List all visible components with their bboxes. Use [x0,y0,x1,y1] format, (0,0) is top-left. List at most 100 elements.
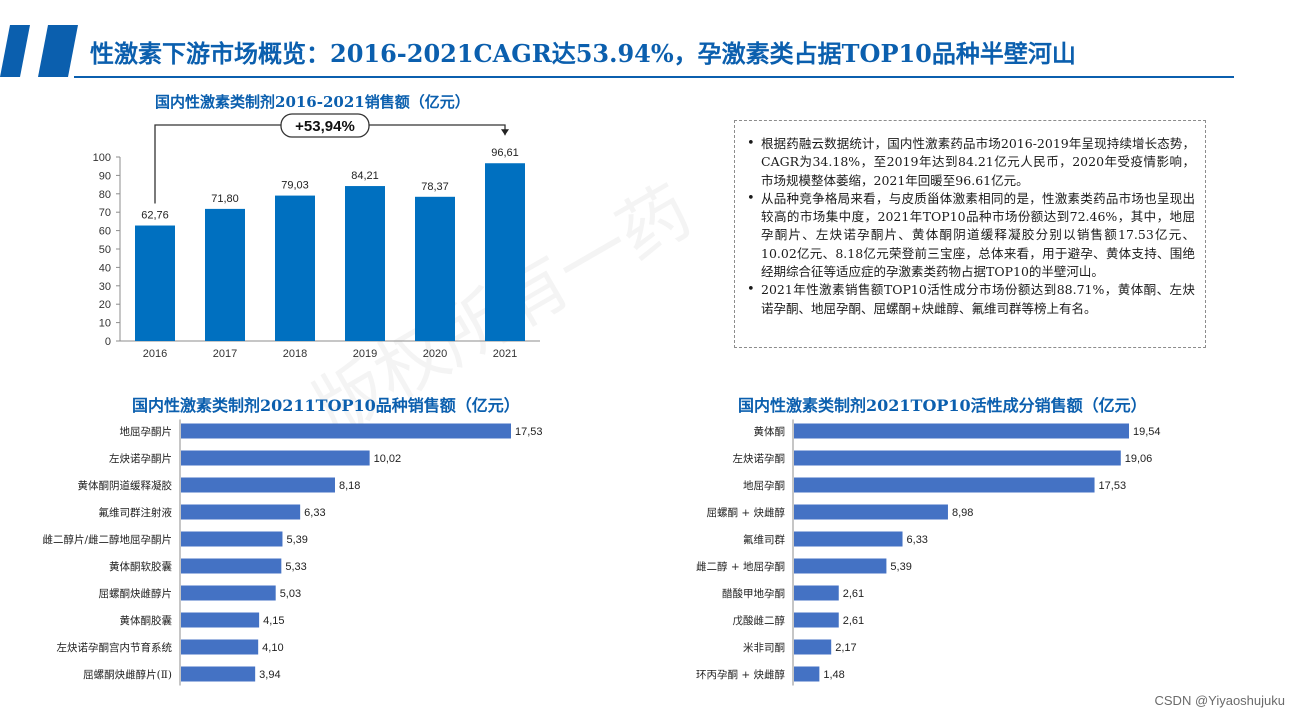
bar [794,666,820,682]
category-label: 环丙孕酮 + 炔雌醇 [696,668,785,681]
bar [181,612,260,628]
y-tick-label: 30 [99,281,111,293]
x-tick-label: 2021 [493,348,517,360]
bar-value-label: 96,61 [491,147,519,159]
notes-list: 根据药融云数据统计，国内性激素药品市场2016-2019年呈现持续增长态势，CA… [735,121,1205,318]
bar [181,531,283,547]
bar [275,195,315,341]
bar [794,639,832,655]
bar-value-label: 84,21 [351,170,379,182]
bar-value-label: 4,15 [263,615,284,627]
bar [794,423,1129,439]
bar-value-label: 2,61 [843,615,864,627]
bar-value-label: 3,94 [259,669,280,681]
note-item: 根据药融云数据统计，国内性激素药品市场2016-2019年呈现持续增长态势，CA… [747,135,1195,190]
bar-value-label: 6,33 [907,534,928,546]
y-tick-label: 90 [99,170,111,182]
bar-value-label: 5,03 [280,588,301,600]
category-label: 地屈孕酮 [743,479,785,492]
bar-value-label: 5,39 [890,561,911,573]
bar-value-label: 4,10 [262,642,283,654]
product-hbar-chart: 地屈孕酮片 17,53 左炔诺孕酮片 10,02 黄体酮阴道缓释凝胶 8,18 氟维司群注射… [42,419,543,686]
x-tick-label: 2020 [423,348,447,360]
category-label: 屈螺酮 + 炔雌醇 [707,506,786,519]
bar [181,666,256,682]
bar-value-label: 62,76 [141,210,169,222]
bar [415,196,455,341]
trend-chart-title: 国内性激素类制剂2016-2021销售额（亿元） [155,93,470,111]
y-tick-label: 60 [99,226,111,238]
x-tick-label: 2018 [283,348,307,360]
category-label: 屈螺酮炔雌醇片(Ⅱ) [83,668,172,681]
page-title: 性激素下游市场概览：2016-2021CAGR达53.94%，孕激素类占据TOP… [90,39,1076,68]
notes-box: 根据药融云数据统计，国内性激素药品市场2016-2019年呈现持续增长态势，CA… [734,120,1206,348]
category-label: 雌二醇 + 地屈孕酮 [696,560,785,573]
category-label: 黄体酮胶囊 [120,614,173,627]
category-label: 地屈孕酮片 [120,425,173,438]
bar-value-label: 19,06 [1125,453,1153,465]
growth-arrowhead [501,129,509,136]
category-label: 左炔诺孕酮宫内节育系统 [57,641,173,654]
category-label: 氟维司群 [743,533,785,546]
bar [345,186,385,341]
growth-annotation: +53,94% [295,118,355,135]
bar [181,558,282,574]
note-item: 2021年性激素销售额TOP10活性成分市场份额达到88.71%，黄体酮、左炔诺… [747,281,1195,318]
bar [181,585,276,601]
header-stripe-2 [38,25,78,77]
bar [794,612,839,628]
y-tick-label: 10 [99,318,111,330]
y-tick-label: 0 [105,336,111,348]
category-label: 左炔诺孕酮片 [109,452,172,465]
category-label: 左炔诺孕酮 [733,452,786,465]
note-item: 从品种竞争格局来看，与皮质甾体激素相同的是，性激素类药品市场也呈现出较高的市场集… [747,190,1195,281]
category-label: 黄体酮软胶囊 [109,560,172,573]
bar [205,208,245,341]
x-tick-label: 2017 [213,348,237,360]
bar-value-label: 8,18 [339,480,360,492]
bar [794,450,1121,466]
bar [485,163,525,341]
bar-value-label: 79,03 [281,180,309,192]
ingredient-hbar-chart: 黄体酮 19,54 左炔诺孕酮 19,06 地屈孕酮 17,53 屈螺酮 + 炔雌醇 8,98… [696,419,1161,686]
bar [181,477,335,493]
bar-value-label: 71,80 [211,193,239,205]
trend-bar-chart: 0 10 20 30 40 50 60 70 80 90 100 62,76 2016 71,80 2017… [93,113,540,360]
y-tick-label: 80 [99,189,111,201]
y-tick-label: 40 [99,262,111,274]
bar-value-label: 2,61 [843,588,864,600]
bar-value-label: 5,33 [285,561,306,573]
bar [181,423,511,439]
bar [135,225,175,341]
bar-value-label: 10,02 [374,453,402,465]
category-label: 米非司酮 [743,641,785,654]
bar-value-label: 78,37 [421,181,449,193]
header-stripe-1 [0,25,30,77]
y-tick-label: 50 [99,244,111,256]
category-label: 黄体酮阴道缓释凝胶 [78,479,173,492]
bar-value-label: 8,98 [952,507,973,519]
bar [794,477,1095,493]
y-tick-label: 20 [99,299,111,311]
bar-value-label: 5,39 [286,534,307,546]
ingredient-chart-title: 国内性激素类制剂2021TOP10活性成分销售额（亿元） [738,396,1147,415]
bar [181,639,259,655]
bar-value-label: 17,53 [1099,480,1127,492]
bar [181,504,301,520]
category-label: 醋酸甲地孕酮 [722,587,785,600]
header-divider [74,76,1234,78]
x-tick-label: 2019 [353,348,377,360]
bar-value-label: 2,17 [835,642,856,654]
bar [794,504,948,520]
category-label: 屈螺酮炔雌醇片 [99,587,173,600]
bar-value-label: 1,48 [823,669,844,681]
bar [181,450,370,466]
y-tick-label: 70 [99,207,111,219]
category-label: 雌二醇片/雌二醇地屈孕酮片 [42,533,172,546]
bar-value-label: 17,53 [515,426,543,438]
growth-badge [280,113,370,138]
bar [794,531,903,547]
header-decoration [0,25,78,77]
credit-text: CSDN @Yiyaoshujuku [1154,693,1286,708]
bar-value-label: 6,33 [304,507,325,519]
